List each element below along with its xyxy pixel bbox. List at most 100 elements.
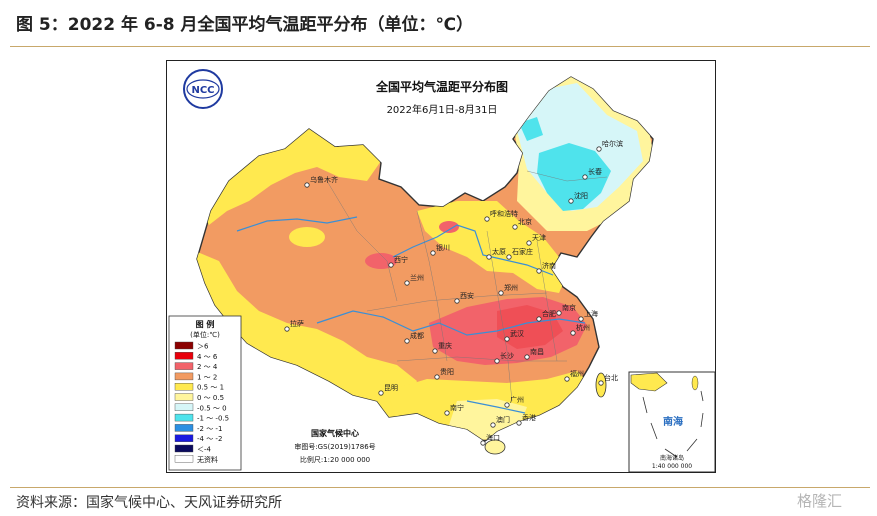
city-marker — [504, 336, 510, 342]
city-label: 北京 — [518, 217, 532, 226]
credit-org: 国家气候中心 — [311, 428, 359, 438]
legend-label: -4 ～ -2 — [197, 435, 222, 443]
watermark-text: 格隆汇 — [797, 492, 843, 510]
city-label: 郑州 — [504, 284, 518, 292]
city-marker — [536, 316, 542, 322]
city-marker — [516, 420, 522, 426]
city-label: 呼和浩特 — [490, 209, 518, 218]
legend-label: -0.5 ～ 0 — [197, 404, 227, 412]
ncc-logo: NCC — [183, 69, 223, 109]
city-label: 南京 — [562, 303, 576, 312]
legend: 图 例 (单位:℃) ＞6 4 ～ 6 2 ～ 4 1 ～ 2 0.5 ～ 1 0 ～ 0… — [168, 315, 242, 471]
zone-northeast-cyan — [537, 143, 611, 211]
legend-swatch — [174, 444, 194, 453]
city-marker — [434, 374, 440, 380]
legend-label: -2 ～ -1 — [197, 425, 222, 433]
legend-swatch — [174, 413, 194, 422]
legend-items: ＞6 4 ～ 6 2 ～ 4 1 ～ 2 0.5 ～ 1 0 ～ 0.5 -0.5 ～ 0 -… — [174, 341, 229, 464]
city-marker — [444, 410, 450, 416]
city-label: 济南 — [542, 261, 556, 270]
city-label: 乌鲁木齐 — [310, 175, 338, 184]
inset-taiwan — [691, 375, 699, 391]
city-label: 台北 — [604, 373, 618, 382]
figure-title: 图 5：2022 年 6-8 月全国平均气温距平分布（单位：℃） — [16, 15, 474, 35]
legend-title: 图 例 — [196, 319, 215, 329]
city-marker — [404, 338, 410, 344]
city-label: 成都 — [410, 331, 424, 340]
zone-gansu-red — [439, 221, 459, 233]
city-marker — [596, 146, 602, 152]
zone-xinjiang-north-yellow — [197, 125, 381, 225]
legend-label: 0 ～ 0.5 — [197, 394, 224, 402]
inset-nine-dash-line — [642, 390, 704, 458]
legend-swatch — [174, 383, 194, 391]
river-tarim — [236, 216, 358, 232]
city-marker — [506, 254, 512, 260]
inset-scale: 1:40 000 000 — [652, 463, 692, 470]
legend-label: 4 ～ 6 — [197, 353, 218, 361]
city-label: 贵阳 — [440, 367, 454, 376]
city-label: 银川 — [436, 243, 450, 252]
river-pearl — [466, 400, 526, 414]
city-marker — [578, 316, 584, 322]
rivers — [236, 216, 586, 414]
city-label: 长春 — [588, 167, 602, 176]
city-marker — [526, 240, 532, 246]
city-marker — [432, 348, 438, 354]
legend-box — [168, 315, 242, 471]
city-label: 长沙 — [500, 351, 514, 360]
inset-caption: 南海诸岛 — [660, 454, 684, 462]
city-label: 哈尔滨 — [602, 139, 623, 148]
city-label: 天津 — [532, 234, 546, 242]
credit-scale: 比例尺:1:20 000 000 — [300, 455, 370, 464]
legend-label: 0.5 ～ 1 — [197, 384, 224, 392]
city-marker — [486, 254, 492, 260]
south-china-sea-inset: 南海 南海诸岛 1:40 000 000 — [628, 371, 715, 472]
legend-label: ＜-4 — [197, 446, 212, 454]
zone-tarim-yellow — [289, 227, 325, 247]
city-marker — [512, 224, 518, 230]
city-marker — [404, 280, 410, 286]
city-marker — [598, 380, 604, 386]
zone-yangtze-core — [497, 305, 563, 349]
legend-label: -1 ～ -0.5 — [197, 415, 229, 423]
city-marker — [284, 326, 290, 332]
map-date-range: 2022年6月1日-8月31日 — [387, 103, 498, 116]
legend-swatch — [174, 393, 194, 401]
city-marker — [484, 216, 490, 222]
city-label: 香港 — [522, 413, 536, 422]
city-marker — [498, 290, 504, 296]
city-label: 广州 — [510, 395, 524, 404]
city-label: 海口 — [486, 433, 500, 442]
city-label: 福州 — [570, 369, 584, 378]
city-marker — [494, 358, 500, 364]
city-label: 杭州 — [576, 323, 590, 332]
footer-divider — [10, 487, 870, 488]
legend-label: ＞6 — [197, 343, 209, 351]
city-marker — [570, 330, 576, 336]
city-marker — [504, 402, 510, 408]
city-label: 石家庄 — [512, 247, 533, 256]
city-label: 沈阳 — [574, 191, 588, 200]
city-marker — [556, 310, 562, 316]
legend-swatch — [174, 455, 194, 463]
city-marker — [480, 440, 486, 446]
hainan-island — [484, 439, 506, 455]
city-label: 南宁 — [450, 403, 464, 412]
city-marker — [568, 198, 574, 204]
inset-label: 南海 — [663, 415, 683, 428]
river-yellow — [392, 224, 554, 276]
ncc-logo-text: NCC — [191, 85, 214, 96]
city-label: 合肥 — [542, 309, 556, 318]
city-marker — [378, 390, 384, 396]
city-label: 上海 — [584, 309, 598, 318]
legend-swatch — [174, 424, 194, 432]
ncc-logo-globe-icon — [186, 79, 220, 99]
legend-label: 无资料 — [197, 455, 218, 464]
legend-swatch — [174, 403, 194, 411]
title-divider — [10, 46, 870, 47]
city-label: 南昌 — [530, 347, 544, 356]
province-borders — [326, 170, 608, 402]
